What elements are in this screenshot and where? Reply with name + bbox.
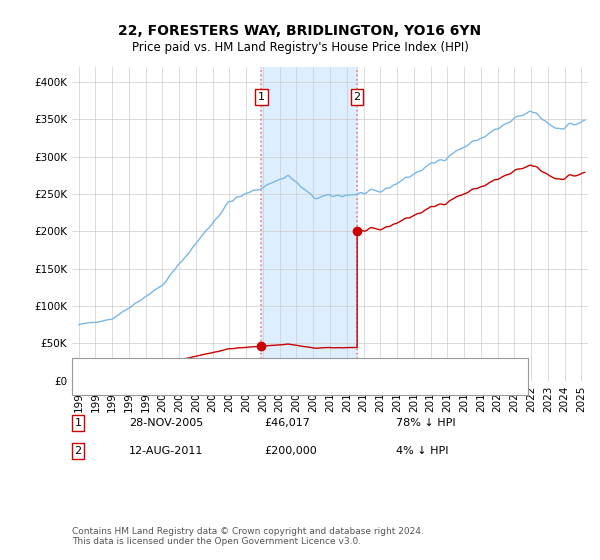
Text: 28-NOV-2005: 28-NOV-2005 xyxy=(129,418,203,428)
Bar xyxy=(262,67,357,381)
Text: 22, FORESTERS WAY, BRIDLINGTON, YO16 6YN (detached house): 22, FORESTERS WAY, BRIDLINGTON, YO16 6YN… xyxy=(120,363,457,374)
Text: 12-AUG-2011: 12-AUG-2011 xyxy=(129,446,203,456)
Text: Contains HM Land Registry data © Crown copyright and database right 2024.
This d: Contains HM Land Registry data © Crown c… xyxy=(72,526,424,546)
Text: HPI: Average price, detached house, East Riding of Yorkshire: HPI: Average price, detached house, East… xyxy=(120,380,436,390)
Text: 1: 1 xyxy=(258,92,265,102)
Text: Price paid vs. HM Land Registry's House Price Index (HPI): Price paid vs. HM Land Registry's House … xyxy=(131,41,469,54)
Text: £46,017: £46,017 xyxy=(264,418,310,428)
Text: 78% ↓ HPI: 78% ↓ HPI xyxy=(396,418,455,428)
Text: 2: 2 xyxy=(353,92,361,102)
Text: 2: 2 xyxy=(74,446,82,456)
Text: 1: 1 xyxy=(74,418,82,428)
Text: 22, FORESTERS WAY, BRIDLINGTON, YO16 6YN: 22, FORESTERS WAY, BRIDLINGTON, YO16 6YN xyxy=(118,24,482,38)
Text: 4% ↓ HPI: 4% ↓ HPI xyxy=(396,446,449,456)
Text: £200,000: £200,000 xyxy=(264,446,317,456)
